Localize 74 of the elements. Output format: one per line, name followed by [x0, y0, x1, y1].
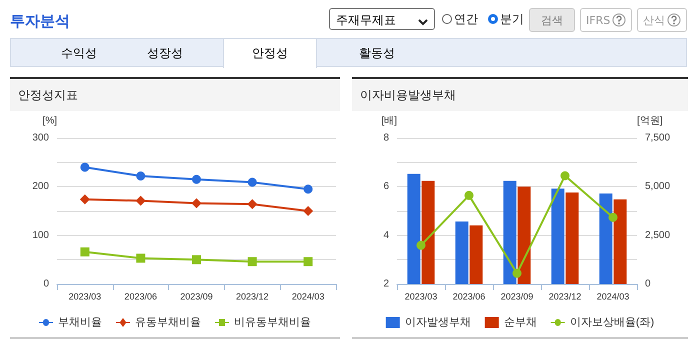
point — [136, 196, 146, 206]
y-tick-label: 300 — [32, 132, 50, 144]
point — [304, 257, 313, 266]
point — [80, 194, 90, 204]
point — [192, 174, 201, 184]
x-tick-label: 2024/03 — [596, 292, 630, 302]
bar — [599, 193, 612, 284]
y2-tick-label: 5,000 — [645, 181, 670, 192]
text: 분기 — [499, 11, 524, 28]
point — [247, 199, 258, 210]
bar — [503, 180, 516, 284]
text: 연간 — [453, 11, 478, 28]
bar — [614, 199, 627, 284]
x-tick-label: 2023/12 — [236, 292, 269, 302]
y-tick-label: 6 — [383, 181, 390, 192]
x-tick-label: 2023/09 — [500, 292, 534, 302]
text: IFRS — [580, 8, 632, 32]
x-tick-label: 2023/03 — [68, 292, 102, 302]
text: 성장성 — [146, 45, 184, 62]
x-tick-label: 2023/09 — [180, 292, 213, 302]
x-tick-label: 2023/12 — [548, 292, 582, 302]
text: 검색 — [529, 8, 575, 32]
point — [136, 171, 146, 180]
point — [416, 240, 426, 250]
point — [304, 184, 313, 194]
point — [608, 212, 618, 222]
point — [248, 257, 257, 266]
bar — [518, 186, 531, 284]
y2-tick-label: 0 — [645, 278, 651, 290]
y-tick-label: 0 — [43, 278, 50, 290]
text: 산식 — [637, 8, 687, 32]
y-tick-label: 2 — [383, 278, 390, 290]
bar — [566, 192, 579, 284]
bar — [407, 174, 420, 284]
chart-title: 안정성지표 — [10, 79, 340, 111]
text: 활동성 — [358, 45, 396, 62]
text: 주재무제표 — [329, 8, 435, 30]
chart-title: 이자비용발생부채 — [352, 79, 688, 111]
y2-tick-label: 2,500 — [645, 230, 670, 241]
y-tick-label: 8 — [383, 132, 390, 144]
x-tick-label: 2023/03 — [404, 292, 438, 302]
point — [192, 255, 201, 264]
text: 안정성 — [223, 38, 317, 68]
bar — [422, 180, 435, 284]
y-tick-label: 200 — [32, 181, 50, 192]
point — [192, 198, 202, 208]
point — [80, 247, 90, 256]
y-tick-label: 100 — [32, 230, 50, 241]
y-axis-title: [배] — [381, 116, 398, 126]
y-axis-title: [%] — [42, 116, 58, 126]
legend-label: 이자발생부채 — [404, 316, 471, 328]
bar — [470, 225, 483, 284]
bar — [551, 188, 564, 284]
x-tick-label: 2023/06 — [124, 292, 157, 302]
text: 수익성 — [60, 45, 98, 62]
point — [136, 254, 146, 263]
point — [303, 206, 314, 216]
y2-tick-label: 7,500 — [645, 132, 670, 144]
legend-label: 유동부채비율 — [135, 316, 201, 328]
point — [560, 171, 570, 180]
bar — [455, 222, 468, 284]
point — [512, 268, 522, 278]
point — [80, 162, 90, 172]
point — [248, 178, 257, 187]
y-tick-label: 4 — [383, 230, 390, 241]
legend-label: 비유동부채비율 — [234, 316, 311, 328]
legend-label: 부채비율 — [58, 316, 102, 328]
legend-label: 이자보상배율(좌) — [570, 316, 654, 328]
legend-label: 순부채 — [504, 316, 537, 328]
point — [464, 190, 474, 200]
x-tick-label: 2024/03 — [292, 292, 324, 302]
y2-axis-title: [억원] — [637, 116, 663, 126]
x-tick-label: 2023/06 — [452, 292, 486, 302]
text: 투자분석 — [10, 12, 70, 31]
